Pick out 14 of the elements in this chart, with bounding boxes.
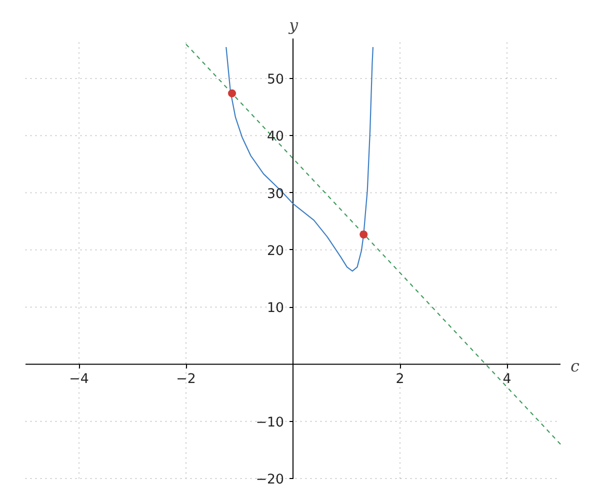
y-tick-label: −10 [256,415,284,430]
x-tick-label: −4 [69,372,89,388]
y-tick-label: 30 [267,186,284,202]
y-tick-label: 50 [267,72,284,88]
y-axis-title: y [288,16,299,34]
line-series [226,46,374,272]
y-tick-label: 20 [267,244,284,259]
x-tick-label: −2 [176,372,196,388]
x-tick-label: 4 [502,372,512,388]
y-tick-label: −20 [256,472,284,488]
y-tick-label: 10 [267,301,284,316]
x-axis-title: c [570,356,580,376]
x-tick-label: 2 [396,372,404,388]
y-tick-label: 40 [267,130,284,145]
